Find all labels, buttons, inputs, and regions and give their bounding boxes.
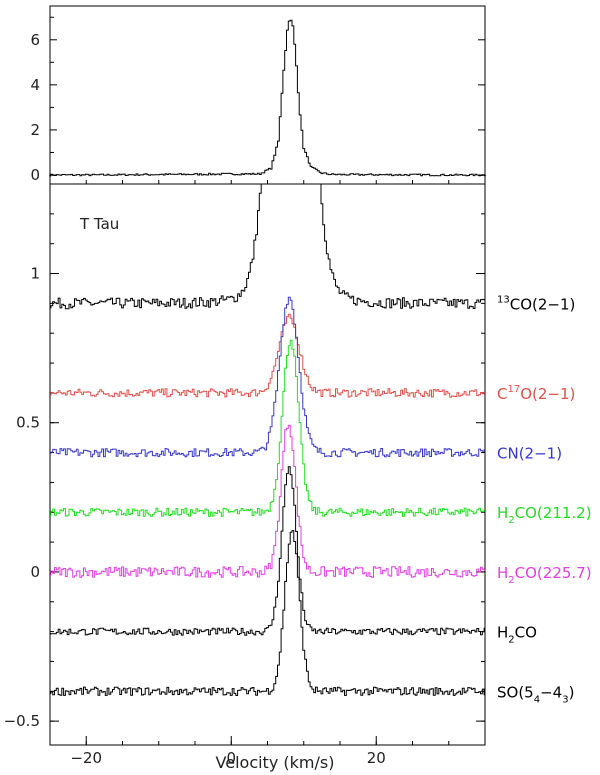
series-label-part: 17 bbox=[507, 384, 520, 395]
series-label-3: H2CO(211.2) bbox=[497, 504, 592, 526]
series-label-part: H bbox=[497, 624, 508, 642]
top-panel: 0 2 4 6 bbox=[30, 5, 486, 185]
series-label-0: 13CO(2−1) bbox=[497, 294, 575, 313]
series-label-part: H bbox=[497, 504, 508, 522]
spectrum-line-5 bbox=[50, 466, 485, 636]
top-y-tick-label: 4 bbox=[30, 76, 40, 94]
series-label-5: H2CO bbox=[497, 624, 537, 646]
x-tick-label: −20 bbox=[70, 749, 102, 767]
series-label-part: 13 bbox=[497, 294, 510, 305]
series-label-part: CO(2−1) bbox=[510, 295, 576, 313]
series-label-part: 3 bbox=[562, 694, 568, 705]
bottom-y-tick-label: 0.5 bbox=[16, 414, 40, 432]
series-label-1: C17O(2−1) bbox=[497, 384, 575, 403]
series-label-part: CO(225.7) bbox=[515, 564, 592, 582]
x-axis-label: Velocity (km/s) bbox=[216, 753, 335, 772]
series-label-part: CO bbox=[515, 624, 537, 642]
series-label-part: 2 bbox=[508, 635, 514, 646]
series-label-2: CN(2−1) bbox=[497, 445, 562, 463]
series-label-part: CN(2−1) bbox=[497, 445, 562, 463]
spectrum-line-2 bbox=[50, 296, 485, 458]
series-label-part: ) bbox=[569, 683, 575, 701]
x-tick-label: 0 bbox=[226, 749, 236, 767]
series-label-part: −4 bbox=[540, 683, 562, 701]
series-label-part: 2 bbox=[508, 515, 514, 526]
spectrum-line-3 bbox=[50, 339, 485, 517]
series-label-6: SO(54−43) bbox=[497, 683, 574, 705]
bottom-y-tick-label: 1 bbox=[30, 265, 40, 283]
series-label-part: 2 bbox=[508, 575, 514, 586]
spectrum-line-6 bbox=[50, 530, 485, 696]
bottom-panel: −0.500.51−20 0 2013CO(2−1)C17O(2−1)CN(2−1)… bbox=[4, 183, 592, 767]
spectrum-line-1 bbox=[50, 313, 485, 398]
series-label-part: 4 bbox=[534, 694, 540, 705]
top-panel-frame bbox=[49, 5, 486, 185]
spectrum-line-0 bbox=[50, 184, 485, 310]
bottom-y-tick-label: −0.5 bbox=[4, 712, 40, 730]
spectrum-line-4 bbox=[50, 424, 485, 578]
series-label-4: H2CO(225.7) bbox=[497, 564, 592, 586]
top-spectrum-line bbox=[49, 19, 486, 177]
top-y-tick-label: 6 bbox=[30, 31, 40, 49]
bottom-panel-frame bbox=[49, 183, 486, 746]
top-y-tick-label: 0 bbox=[30, 166, 40, 184]
x-tick-label: 20 bbox=[367, 749, 386, 767]
series-label-part: O(2−1) bbox=[520, 385, 575, 403]
series-label-part: CO(211.2) bbox=[515, 504, 592, 522]
top-y-tick-label: 2 bbox=[30, 121, 40, 139]
annotation-t-tau: T Tau bbox=[79, 215, 119, 233]
series-label-part: C bbox=[497, 385, 507, 403]
series-label-part: SO(5 bbox=[497, 683, 534, 701]
series-label-part: H bbox=[497, 564, 508, 582]
bottom-y-tick-label: 0 bbox=[30, 563, 40, 581]
